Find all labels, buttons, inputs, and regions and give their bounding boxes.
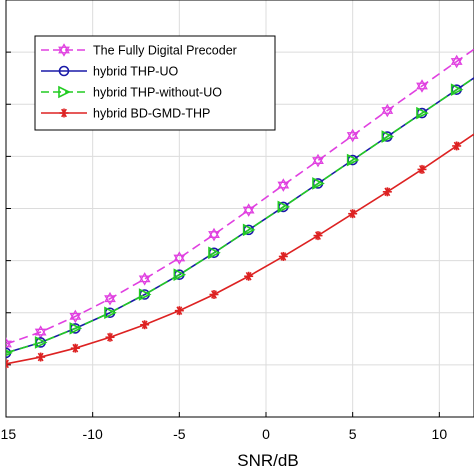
- data-point: [140, 320, 150, 330]
- data-point: [209, 290, 219, 300]
- data-point: [381, 103, 394, 118]
- data-point: [277, 178, 290, 192]
- legend-box: [34, 35, 276, 131]
- legend-marker: [58, 85, 71, 99]
- data-point: [34, 325, 47, 339]
- data-point: [244, 271, 254, 281]
- series-line: [6, 48, 474, 345]
- data-point: [173, 251, 186, 265]
- legend-entry: The Fully Digital Precoder: [41, 43, 237, 58]
- data-point: [138, 272, 151, 286]
- data-point: [208, 227, 220, 242]
- data-point: [450, 54, 463, 69]
- data-point: [346, 153, 360, 167]
- data-point: [105, 332, 115, 342]
- axis-ticks: -15 -10 -5 0 5 10: [0, 0, 447, 442]
- data-point: [6, 337, 12, 351]
- data-point: [382, 187, 392, 197]
- data-point: [313, 231, 323, 241]
- x-tick-label: 0: [262, 426, 270, 442]
- data-point: [104, 291, 116, 306]
- data-point: [69, 309, 82, 324]
- x-tick-label: -5: [173, 426, 186, 442]
- data-point: [381, 130, 395, 143]
- legend: The Fully Digital Precoder hybrid THP-UO h…: [34, 35, 276, 131]
- x-tick-label: 5: [349, 426, 357, 442]
- data-point: [104, 306, 117, 320]
- data-point: [278, 251, 288, 261]
- data-point: [242, 203, 255, 217]
- data-point: [416, 106, 429, 120]
- data-point: [173, 268, 187, 281]
- data-point: [34, 336, 48, 349]
- legend-label: hybrid BD-GMD-THP: [93, 107, 210, 121]
- data-point: [70, 343, 80, 353]
- legend-marker: [59, 108, 69, 118]
- data-point: [312, 177, 325, 190]
- legend-entry: hybrid THP-without-UO: [41, 86, 222, 100]
- data-point: [346, 128, 359, 143]
- legend-label: hybrid THP-without-UO: [93, 86, 222, 100]
- series-0: [6, 48, 474, 351]
- legend-entry: hybrid BD-GMD-THP: [41, 107, 210, 121]
- data-point: [348, 209, 358, 219]
- data-point: [277, 200, 291, 214]
- legend-marker: [58, 65, 70, 77]
- series-group: [6, 48, 474, 369]
- x-tick-label: 10: [432, 426, 448, 442]
- x-tick-label: -15: [0, 426, 16, 442]
- data-point: [417, 164, 427, 174]
- legend-label: The Fully Digital Precoder: [93, 44, 237, 58]
- x-tick-label: -10: [83, 426, 103, 442]
- data-point: [69, 322, 83, 335]
- data-point: [138, 288, 152, 301]
- data-point: [312, 153, 324, 168]
- series-3: [6, 133, 474, 369]
- legend-label: hybrid THP-UO: [93, 65, 178, 79]
- data-point: [174, 306, 184, 316]
- legend-marker: [58, 43, 70, 57]
- data-point: [452, 141, 462, 151]
- data-point: [416, 79, 428, 93]
- series-2: [6, 77, 474, 357]
- data-point: [208, 246, 221, 260]
- series-line: [6, 133, 474, 365]
- x-axis-label: SNR/dB: [237, 451, 298, 470]
- data-point: [242, 223, 256, 237]
- data-point: [36, 352, 46, 362]
- data-point: [6, 359, 11, 369]
- series-line: [6, 77, 474, 354]
- legend-entry: hybrid THP-UO: [41, 65, 178, 79]
- data-point: [450, 83, 464, 96]
